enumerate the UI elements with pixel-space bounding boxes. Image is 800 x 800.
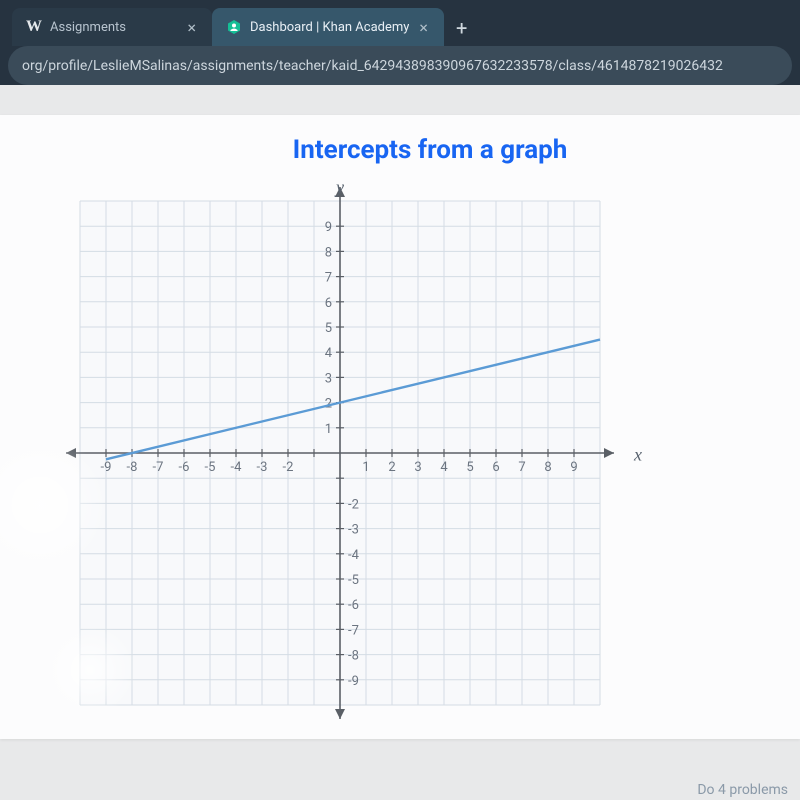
content-card: Intercepts from a graph y x -9 -8 -7 -6 -5 -4…: [0, 115, 800, 739]
svg-text:-8: -8: [348, 649, 359, 664]
svg-text:1: 1: [362, 460, 369, 475]
svg-text:-3: -3: [348, 523, 359, 538]
tab-khan-academy[interactable]: Dashboard | Khan Academy ×: [212, 8, 444, 46]
svg-text:-6: -6: [348, 598, 359, 613]
svg-text:-9: -9: [101, 460, 112, 475]
page-area: Intercepts from a graph y x -9 -8 -7 -6 -5 -4…: [0, 85, 800, 800]
close-icon[interactable]: ×: [185, 18, 198, 37]
footer-hint: Do 4 problems: [697, 782, 788, 798]
svg-text:8: 8: [544, 460, 551, 475]
tab-title: Assignments: [50, 20, 177, 35]
svg-text:6: 6: [325, 296, 332, 311]
svg-text:9: 9: [325, 220, 332, 235]
svg-text:6: 6: [492, 460, 499, 475]
khan-academy-icon: [226, 19, 242, 35]
svg-text:-8: -8: [127, 460, 138, 475]
svg-text:-7: -7: [153, 460, 164, 475]
svg-text:-6: -6: [179, 460, 190, 475]
url-text: org/profile/LeslieMSalinas/assignments/t…: [22, 58, 723, 74]
tab-title: Dashboard | Khan Academy: [250, 20, 409, 35]
svg-text:-5: -5: [348, 573, 359, 588]
svg-text:-7: -7: [348, 623, 359, 638]
svg-text:5: 5: [325, 321, 332, 336]
svg-text:-4: -4: [348, 548, 360, 563]
page-title: Intercepts from a graph: [60, 135, 800, 165]
svg-text:8: 8: [325, 245, 332, 260]
svg-text:5: 5: [466, 460, 473, 475]
tab-bar: W Assignments × Dashboard | Khan Academy…: [0, 0, 800, 46]
svg-text:-2: -2: [348, 497, 359, 512]
svg-text:2: 2: [388, 460, 395, 475]
svg-text:7: 7: [518, 460, 525, 475]
x-axis-label: x: [634, 445, 642, 466]
coordinate-graph: -9-8-7-6-5-4-3-2123456789123456789-2-3-4…: [60, 183, 620, 723]
svg-text:-2: -2: [283, 460, 294, 475]
svg-text:3: 3: [414, 460, 421, 475]
svg-text:4: 4: [325, 346, 333, 361]
svg-text:4: 4: [440, 460, 448, 475]
close-icon[interactable]: ×: [417, 18, 430, 37]
tab-assignments[interactable]: W Assignments ×: [12, 8, 212, 46]
wikipedia-style-icon: W: [26, 19, 42, 35]
svg-text:-9: -9: [348, 674, 359, 689]
svg-text:7: 7: [325, 271, 332, 286]
new-tab-button[interactable]: +: [444, 10, 479, 46]
browser-chrome: W Assignments × Dashboard | Khan Academy…: [0, 0, 800, 85]
svg-text:1: 1: [325, 422, 332, 437]
y-axis-label: y: [336, 177, 344, 198]
svg-text:-4: -4: [231, 460, 243, 475]
url-bar[interactable]: org/profile/LeslieMSalinas/assignments/t…: [8, 46, 792, 85]
svg-text:-3: -3: [257, 460, 268, 475]
graph-container: y x -9-8-7-6-5-4-3-2123456789123456789-2…: [60, 183, 620, 727]
svg-text:-5: -5: [205, 460, 216, 475]
svg-text:9: 9: [570, 460, 577, 475]
svg-text:3: 3: [325, 371, 332, 386]
